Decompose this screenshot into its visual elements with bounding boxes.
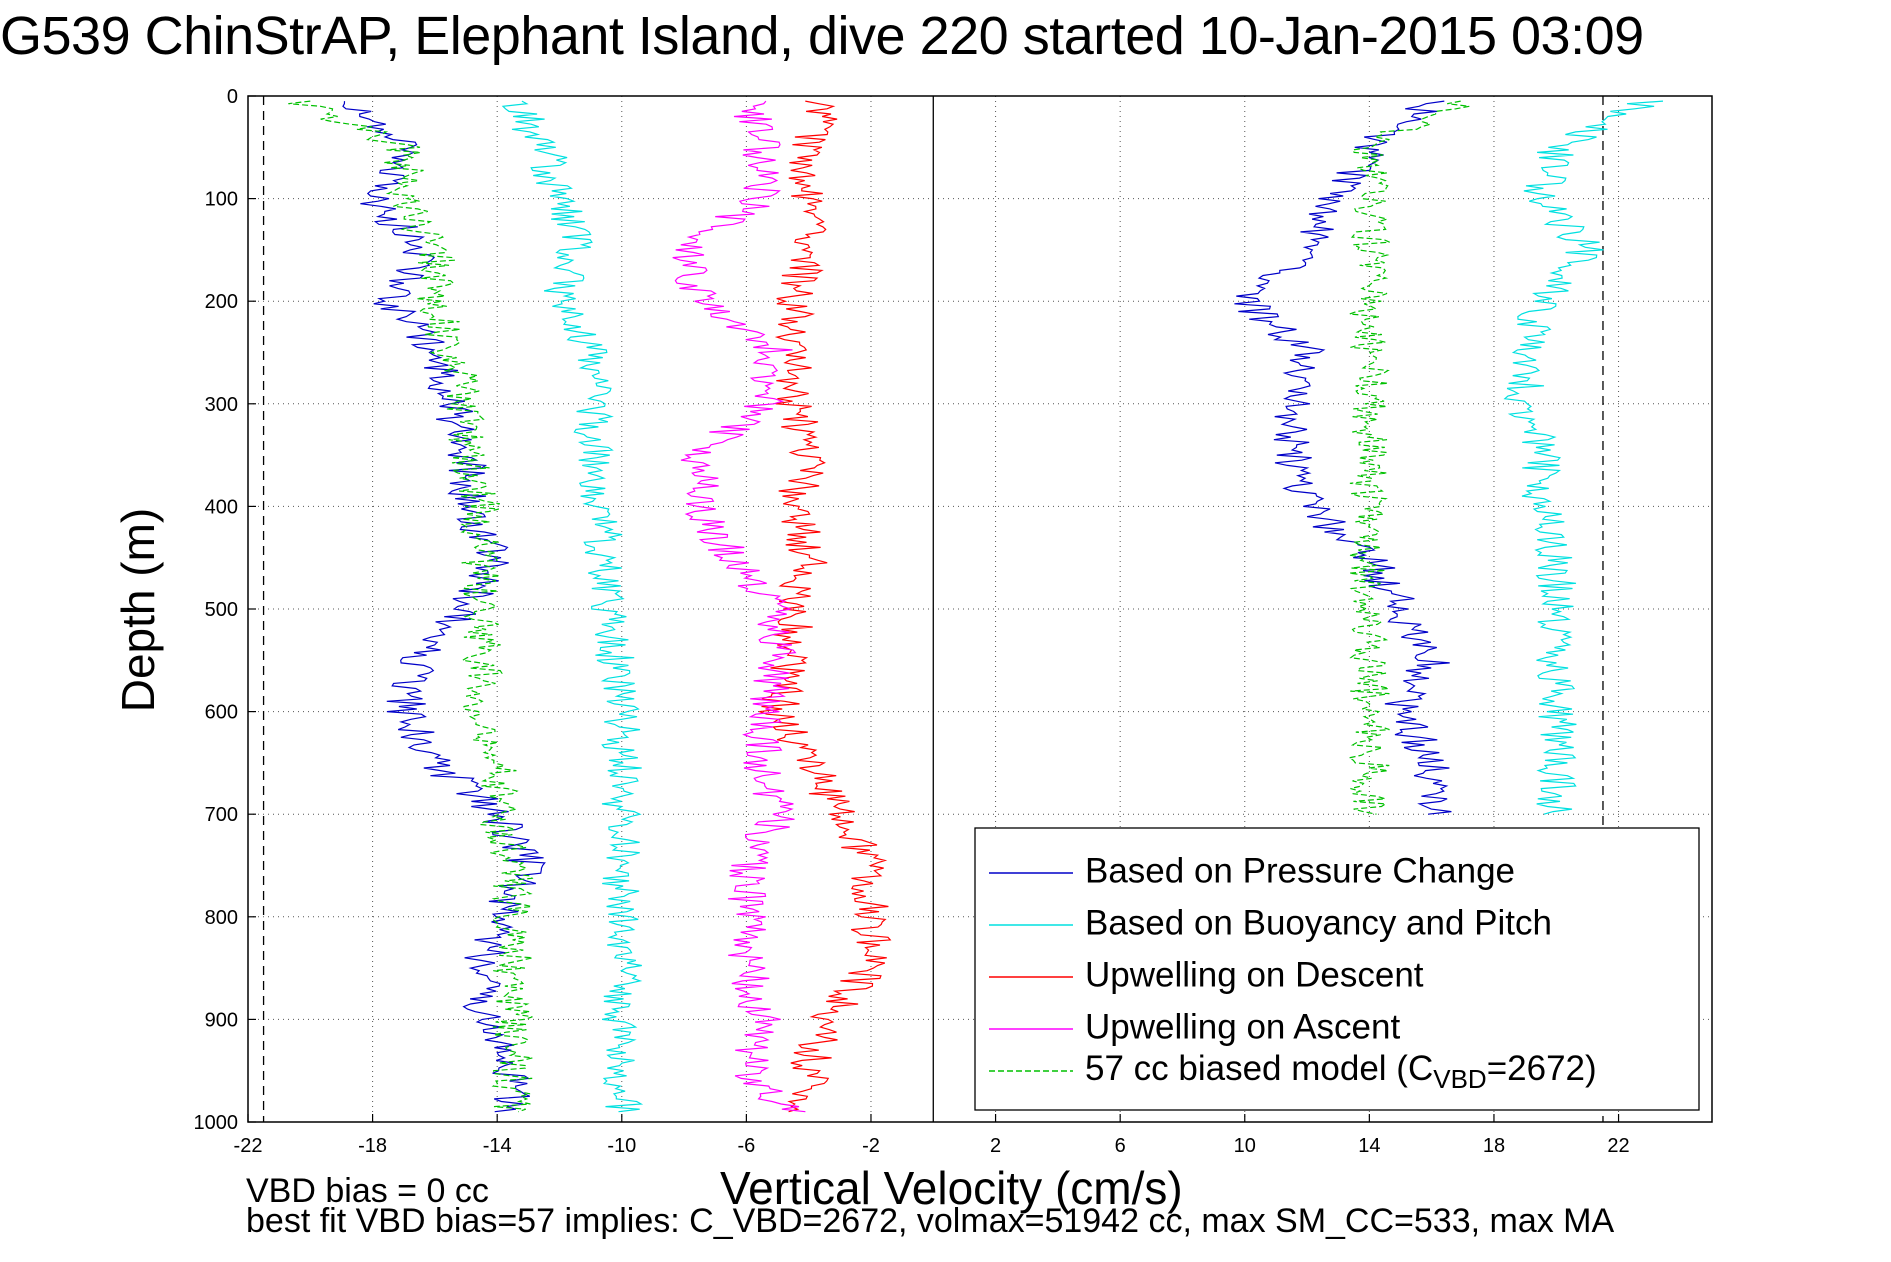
y-tick-label-0: 0	[227, 86, 238, 108]
x-tick-label-5: -2	[862, 1135, 880, 1157]
x-tick-label-11: 22	[1607, 1135, 1629, 1157]
y-axis-label: Depth (m)	[112, 507, 164, 713]
y-tick-label-5: 500	[205, 599, 238, 621]
x-axis-label: Vertical Velocity (cm/s)	[720, 1162, 1183, 1214]
y-tick-label-1: 100	[205, 189, 238, 211]
series-4-panel-1-line-0	[1347, 100, 1470, 815]
series-0-panel-0-line-0	[342, 101, 546, 1113]
y-tick-label-3: 300	[205, 394, 238, 416]
series-0-panel-1-line-0	[1234, 100, 1452, 815]
x-tick-label-1: -18	[358, 1135, 387, 1157]
legend-label-3: Upwelling on Ascent	[1085, 1007, 1400, 1046]
series-2-panel-0-line-0	[759, 100, 892, 1113]
legend-label-1: Based on Buoyancy and Pitch	[1085, 903, 1552, 942]
x-tick-label-9: 14	[1358, 1135, 1380, 1157]
legend-label-0: Based on Pressure Change	[1085, 851, 1515, 890]
series-1-panel-1-line-0	[1503, 100, 1664, 815]
x-tick-label-7: 6	[1115, 1135, 1126, 1157]
y-tick-label-4: 400	[205, 496, 238, 518]
y-tick-label-6: 600	[205, 702, 238, 724]
x-tick-label-2: -14	[483, 1135, 512, 1157]
x-tick-label-0: -22	[234, 1135, 263, 1157]
x-tick-label-10: 18	[1483, 1135, 1505, 1157]
series-4-panel-0-line-0	[288, 100, 534, 1113]
footer-fit-note: best fit VBD bias=57 implies: C_VBD=2672…	[246, 1202, 1615, 1240]
x-tick-label-4: -6	[737, 1135, 755, 1157]
series-1-panel-0-line-0	[501, 100, 644, 1113]
legend: Based on Pressure Change Based on Buoyanc…	[974, 827, 1700, 1111]
chart-title: G539 ChinStrAP, Elephant Island, dive 22…	[0, 6, 1644, 66]
axis-ticks: -22 -18 -14 -10 -6 -2 2 6 10 14 18 2201002003004005…	[194, 86, 1630, 1157]
legend-box	[974, 827, 1700, 1111]
y-tick-label-2: 200	[205, 291, 238, 313]
series-3-panel-0-line-0	[672, 100, 806, 1113]
x-tick-label-3: -10	[607, 1135, 636, 1157]
y-tick-label-9: 900	[205, 1009, 238, 1031]
y-tick-label-7: 700	[205, 804, 238, 826]
footer-bias-note: VBD bias = 0 cc	[246, 1172, 489, 1210]
x-tick-label-8: 10	[1234, 1135, 1256, 1157]
x-tick-label-6: 2	[990, 1135, 1001, 1157]
y-tick-label-8: 800	[205, 907, 238, 929]
legend-label-2: Upwelling on Descent	[1085, 955, 1424, 994]
series-layer	[288, 100, 1664, 1113]
y-tick-label-10: 1000	[194, 1112, 239, 1134]
legend-label-4: 57 cc biased model (CVBD=2672)	[1085, 1049, 1597, 1094]
